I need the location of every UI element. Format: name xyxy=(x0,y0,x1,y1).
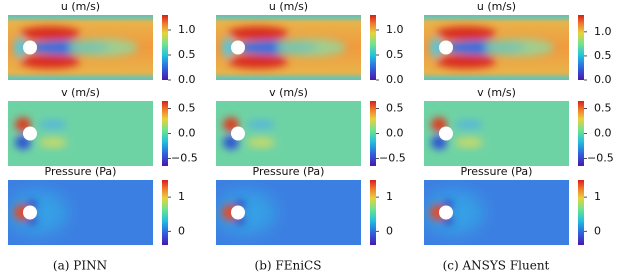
panel: u (m/s) 0.0 0.5 1.0 xyxy=(8,0,196,86)
colorbar-tick-label: 0.5 xyxy=(178,48,196,61)
cylinder xyxy=(231,126,245,141)
blob xyxy=(436,54,496,69)
panel-title: v (m/s) xyxy=(477,86,516,99)
colorbar-tick-label: 0.0 xyxy=(386,127,404,140)
colorbar-tick-label: 1.0 xyxy=(594,25,612,38)
colorbar xyxy=(162,15,168,80)
colorbar-tick-label: 0.5 xyxy=(178,102,196,115)
blob xyxy=(247,137,275,148)
blob xyxy=(276,38,346,57)
blob xyxy=(228,54,288,69)
panel-title: v (m/s) xyxy=(269,86,308,99)
colorbar-tick-label: 0.0 xyxy=(594,127,612,140)
field-blobs xyxy=(8,190,68,235)
cylinder xyxy=(231,40,245,55)
blob xyxy=(39,137,67,148)
colorbar xyxy=(162,101,168,166)
cylinder xyxy=(439,205,453,220)
panel: Pressure (Pa) 0 1 xyxy=(424,165,601,245)
colorbar xyxy=(578,15,584,80)
blob xyxy=(20,26,80,41)
colorbar xyxy=(370,180,376,245)
colorbar xyxy=(370,15,376,80)
cylinder xyxy=(231,205,245,220)
colorbar xyxy=(162,180,168,245)
panel: u (m/s) 0.0 0.5 1.0 xyxy=(424,0,612,86)
colorbar-tick-label: 0.0 xyxy=(178,73,196,86)
blob xyxy=(247,119,275,130)
blob xyxy=(216,190,276,235)
panel: v (m/s) −0.5 0.0 0.5 xyxy=(424,86,614,166)
colorbar-tick-label: 0.5 xyxy=(386,48,404,61)
colorbar-tick-label: 0.0 xyxy=(594,73,612,86)
colorbar-tick-label: −0.5 xyxy=(587,152,614,165)
colorbar-tick-label: 1 xyxy=(386,190,393,203)
blob xyxy=(484,38,554,57)
panel-title: u (m/s) xyxy=(477,0,516,13)
panel-title: Pressure (Pa) xyxy=(253,165,325,178)
colorbar-tick-label: 0.5 xyxy=(594,102,612,115)
field-blobs xyxy=(222,26,346,69)
colorbar-tick-label: 0.5 xyxy=(594,49,612,62)
cylinder xyxy=(23,205,37,220)
colorbar-tick-label: 1 xyxy=(178,190,185,203)
blob xyxy=(39,119,67,130)
colorbar-tick-label: 0 xyxy=(386,224,393,237)
caption: (c) ANSYS Fluent xyxy=(443,259,550,273)
blob xyxy=(8,190,68,235)
blob xyxy=(424,190,484,235)
blob xyxy=(455,137,483,148)
colorbar-tick-label: 1.0 xyxy=(386,23,404,36)
blob xyxy=(14,37,26,58)
field-blobs xyxy=(424,190,484,235)
colorbar-tick-label: −0.5 xyxy=(171,152,198,165)
blob xyxy=(20,54,80,69)
blob xyxy=(455,119,483,130)
panel-title: Pressure (Pa) xyxy=(461,165,533,178)
panel: Pressure (Pa) 0 1 xyxy=(8,165,185,245)
panel: Pressure (Pa) 0 1 xyxy=(216,165,393,245)
panel-title: Pressure (Pa) xyxy=(45,165,117,178)
caption: (a) PINN xyxy=(53,259,107,273)
caption: (b) FEniCS xyxy=(255,259,322,273)
blob xyxy=(68,38,138,57)
colorbar-tick-label: 0 xyxy=(594,224,601,237)
colorbar-tick-label: 1.0 xyxy=(178,23,196,36)
panel: v (m/s) −0.5 0.0 0.5 xyxy=(8,86,198,166)
colorbar-tick-label: 0 xyxy=(178,224,185,237)
colorbar-tick-label: −0.5 xyxy=(379,152,406,165)
panel: v (m/s) −0.5 0.0 0.5 xyxy=(216,86,406,166)
field xyxy=(8,180,153,245)
field-blobs xyxy=(14,26,138,69)
cylinder xyxy=(439,126,453,141)
colorbar-tick-label: 0.0 xyxy=(386,73,404,86)
field-blobs xyxy=(216,190,276,235)
blob xyxy=(430,37,442,58)
colorbar-tick-label: 0.5 xyxy=(386,102,404,115)
colorbar-tick-label: 0.0 xyxy=(178,127,196,140)
cylinder xyxy=(23,126,37,141)
colorbar xyxy=(578,101,584,166)
cylinder xyxy=(439,40,453,55)
panel-title: u (m/s) xyxy=(269,0,308,13)
blob xyxy=(228,26,288,41)
colorbar xyxy=(370,101,376,166)
field xyxy=(424,15,569,80)
field-blobs xyxy=(430,26,554,69)
blob xyxy=(436,26,496,41)
blob xyxy=(222,37,234,58)
panel: u (m/s) 0.0 0.5 1.0 xyxy=(216,0,404,86)
cylinder xyxy=(23,40,37,55)
panel-title: v (m/s) xyxy=(61,86,100,99)
colorbar xyxy=(578,180,584,245)
colorbar-tick-label: 1 xyxy=(594,190,601,203)
field xyxy=(424,180,569,245)
panel-title: u (m/s) xyxy=(61,0,100,13)
